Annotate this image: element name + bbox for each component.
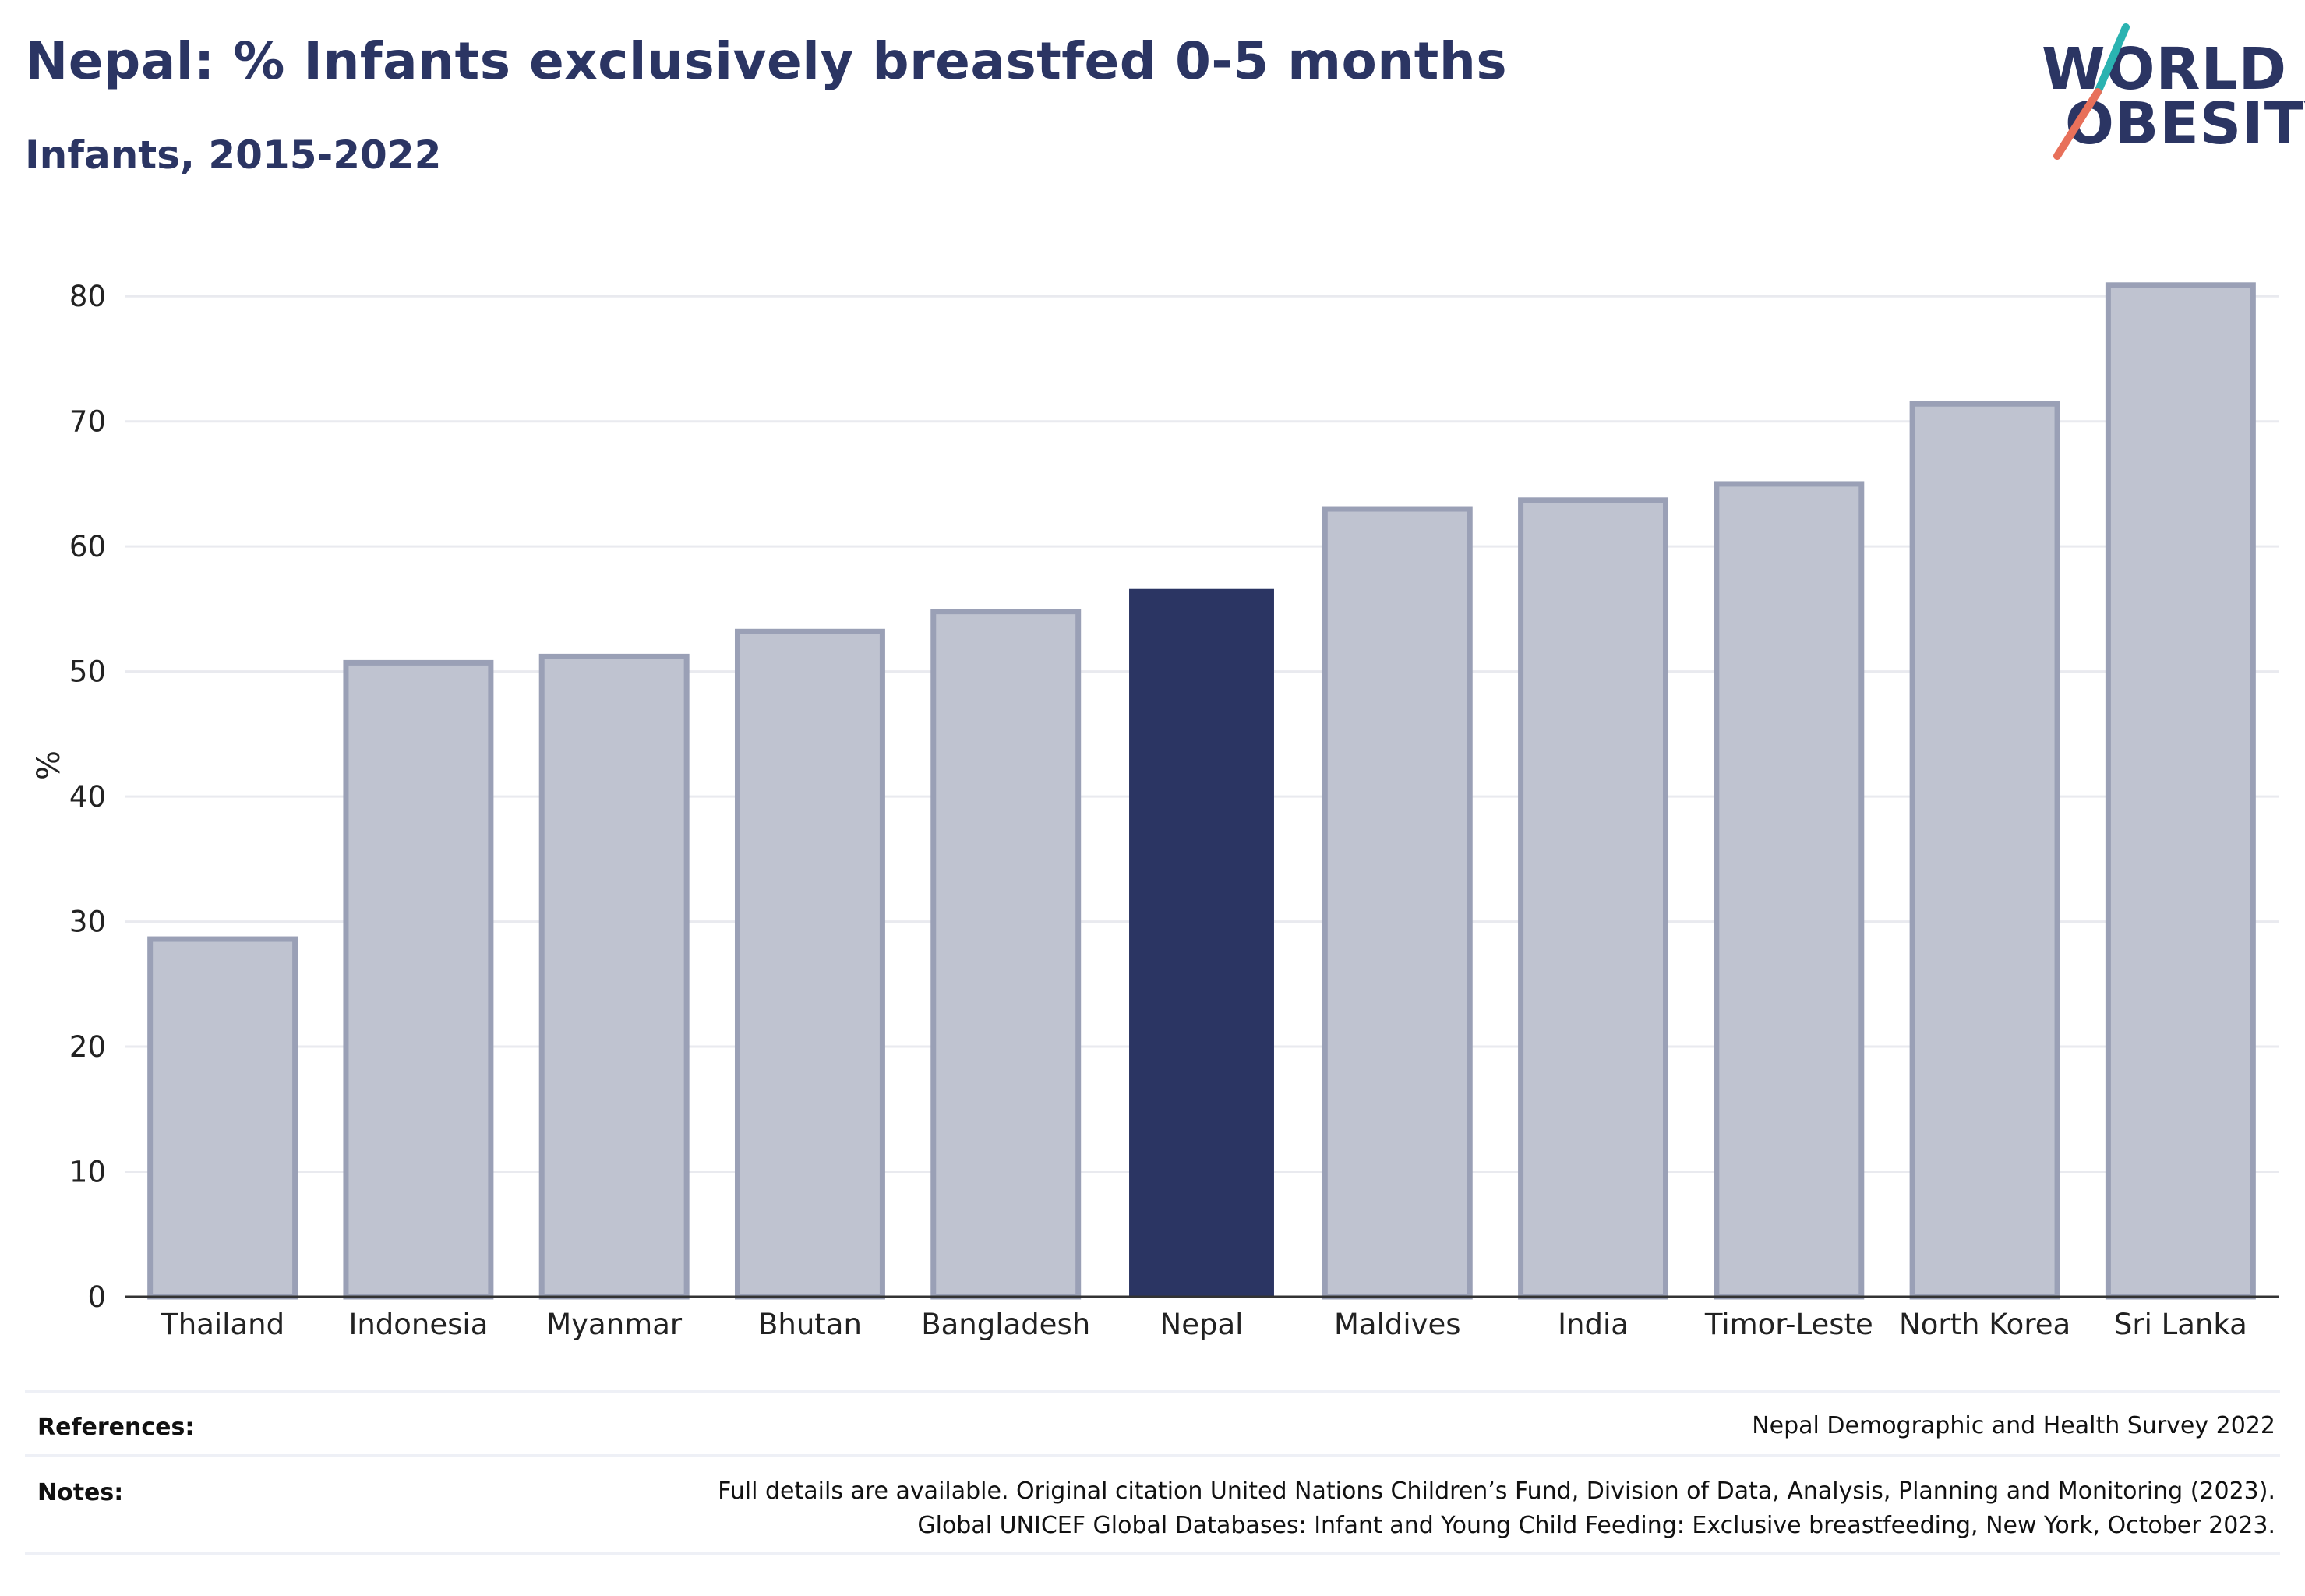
bar-chart: 0 10 20 30 40 50 60 70 80% Thailand Indonesia Myanm… xyxy=(31,280,2279,1341)
bar xyxy=(1518,497,1669,1300)
footer-divider xyxy=(25,1454,2280,1457)
x-tick-label: Sri Lanka xyxy=(2114,1308,2247,1341)
x-tick-label: Thailand xyxy=(160,1308,284,1341)
x-tick-label: Myanmar xyxy=(546,1308,683,1341)
x-tick-label: Maldives xyxy=(1334,1308,1461,1341)
notes-text: Full details are available. Original cit… xyxy=(718,1474,2275,1543)
x-tick-label: Timor-Leste xyxy=(1704,1308,1873,1341)
notes-line-1: Full details are available. Original cit… xyxy=(718,1478,2275,1505)
bar xyxy=(734,628,885,1300)
bar xyxy=(1714,481,1865,1300)
references-text: Nepal Demographic and Health Survey 2022 xyxy=(1752,1412,2275,1439)
bar xyxy=(1322,506,1473,1300)
x-tick-label: Bhutan xyxy=(758,1308,862,1341)
x-tick-label: North Korea xyxy=(1899,1308,2070,1341)
y-tick-label: 30 xyxy=(69,906,106,939)
bar-highlighted xyxy=(1129,588,1274,1297)
y-axis-title: % xyxy=(31,750,67,780)
x-tick-label: India xyxy=(1558,1308,1629,1341)
footer-divider xyxy=(25,1390,2280,1393)
notes-label: Notes: xyxy=(37,1479,124,1506)
y-tick-label: 70 xyxy=(69,405,106,439)
y-tick-label: 40 xyxy=(69,780,106,814)
y-tick-label: 10 xyxy=(69,1156,106,1189)
bar xyxy=(2105,282,2256,1300)
logo-line-1: WORLD xyxy=(2042,36,2288,103)
y-tick-label: 80 xyxy=(69,280,106,313)
chart-title: Nepal: % Infants exclusively breastfed 0… xyxy=(25,31,1508,91)
logo-slash-icon xyxy=(2053,23,2130,160)
bar xyxy=(343,659,494,1300)
bar xyxy=(1909,401,2060,1300)
x-tick-label: Bangladesh xyxy=(921,1308,1090,1341)
x-tick-label: Nepal xyxy=(1160,1308,1244,1341)
footer-divider xyxy=(25,1552,2280,1555)
bar xyxy=(930,609,1082,1300)
bar xyxy=(147,936,298,1300)
y-tick-label: 60 xyxy=(69,530,106,563)
references-label: References: xyxy=(37,1414,195,1441)
y-tick-label: 0 xyxy=(87,1280,106,1314)
y-tick-label: 20 xyxy=(69,1030,106,1064)
x-tick-label: Indonesia xyxy=(348,1308,488,1341)
logo-line-2: OBESITY xyxy=(2065,90,2305,157)
notes-line-2: Global UNICEF Global Databases: Infant a… xyxy=(917,1512,2275,1539)
world-obesity-logo: WORLD OBESITY xyxy=(2026,23,2305,164)
chart-subtitle: Infants, 2015-2022 xyxy=(25,132,442,178)
bar xyxy=(538,653,690,1300)
y-tick-label: 50 xyxy=(69,655,106,689)
